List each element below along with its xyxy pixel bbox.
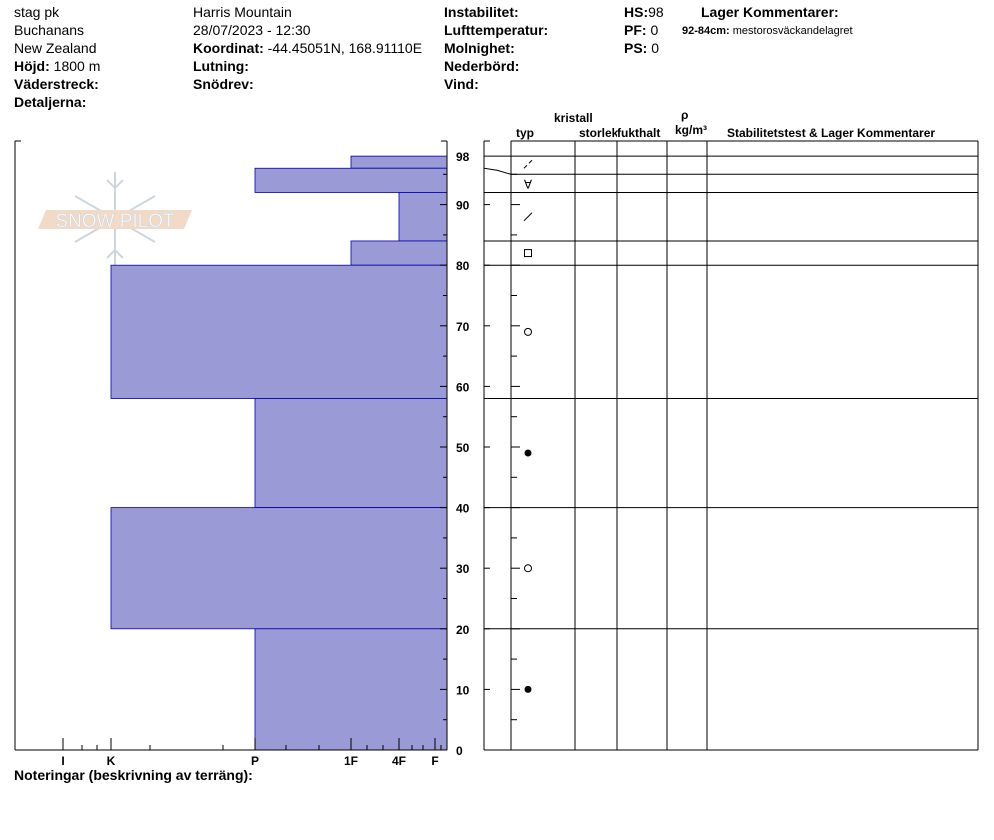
hardness-tick-label: F: [431, 754, 438, 768]
country: New Zealand: [14, 40, 97, 56]
header-size: storlek: [579, 126, 617, 140]
hardness-tick-label: I: [61, 754, 64, 768]
elevation: Höjd: 1800 m: [14, 57, 100, 75]
layer-comment-text: mestorosväckandelagret: [732, 25, 853, 37]
hardness-tick-label: 1F: [344, 754, 358, 768]
hardness-tick-label: 4F: [392, 754, 406, 768]
depth-tick-label: 20: [456, 623, 470, 637]
ps: PS: 0: [624, 39, 659, 57]
logo-text: SNOW PILOT: [55, 211, 175, 232]
sky-label: Molnighet:: [444, 40, 515, 56]
details-label: Detaljerna:: [14, 94, 87, 110]
hardness-tick-label: P: [251, 754, 259, 768]
header-stability: Stabilitetstest & Lager Kommentarer: [727, 126, 936, 140]
coordinates: Koordinat: -44.45051N, 168.91110E: [193, 39, 422, 57]
slope-label: Lutning:: [193, 58, 249, 74]
hs-label: HS:: [624, 4, 649, 20]
coord-label: Koordinat:: [193, 40, 264, 56]
hardness-bar: [398, 192, 448, 242]
area: Buchanans: [14, 22, 85, 38]
faceted-square-icon: [524, 249, 532, 258]
depth-tick-label: 0: [456, 744, 463, 758]
hardness-tick-label: K: [107, 754, 116, 768]
coord-value: -44.45051N, 168.91110E: [267, 40, 423, 56]
airtemp-label: Lufttemperatur:: [444, 22, 549, 38]
logo-band: [38, 210, 192, 229]
decomposing-fragments-icon: [523, 164, 528, 169]
pf: PF: 0: [624, 21, 658, 39]
pf-value: 0: [650, 22, 659, 38]
datetime: 28/07/2023 - 12:30: [193, 22, 311, 38]
pf-label: PF:: [624, 22, 647, 38]
rounded-circle-icon: [524, 327, 532, 336]
hardness-bar: [350, 240, 448, 266]
header-crystal: kristall: [554, 111, 593, 125]
layer-comment-range: 92-84cm:: [682, 25, 730, 37]
aspect-label: Väderstreck:: [14, 76, 99, 92]
ps-value: 0: [651, 40, 660, 56]
hs-value: 98: [648, 4, 664, 20]
depth-tick-label: 10: [456, 683, 470, 697]
depth-tick-label: 50: [456, 441, 470, 455]
instability-label: Instabilitet:: [444, 4, 519, 20]
melt-form-dot-icon: [524, 685, 532, 693]
hardness-bar: [254, 398, 448, 508]
depth-tick-label: 80: [456, 259, 470, 273]
hardness-bar: [350, 155, 448, 169]
depth-tick-label: 40: [456, 502, 470, 516]
location: stag pk: [14, 4, 60, 20]
hardness-bar: [110, 264, 448, 399]
layer-connector: [483, 167, 512, 175]
depth-tick-label: 30: [456, 562, 470, 576]
depth-tick-label: 90: [456, 199, 470, 213]
depth-tick-label: 70: [456, 320, 470, 334]
wind-label: Vind:: [444, 76, 479, 92]
header-density-unit: kg/m³: [675, 123, 708, 137]
hs: HS:98: [624, 3, 664, 21]
decomposing-fragments-icon: [528, 159, 533, 164]
header-rho: ρ: [681, 108, 689, 122]
depth-hoar-inverted-icon: ∀: [524, 177, 533, 191]
notes-label: Noteringar (beskrivning av terräng):: [14, 767, 253, 783]
precip-label: Nederbörd:: [444, 58, 520, 74]
layer-comment: 92-84cm: mestorosväckandelagret: [682, 22, 853, 40]
rounded-circle-icon: [524, 564, 532, 573]
drift-label: Snödrev:: [193, 76, 254, 92]
snowpilot-logo: SNOW PILOT: [38, 172, 192, 266]
decomposing-fragments-single-icon: [523, 212, 533, 222]
hardness-bar: [254, 628, 448, 751]
range: Harris Mountain: [193, 4, 292, 20]
depth-tick-label: 98: [456, 150, 470, 164]
layer-comments-title: Lager Kommentarer:: [701, 4, 839, 20]
header-moisture: fukthalt: [617, 126, 661, 140]
hardness-bar: [254, 167, 448, 193]
depth-tick-label: 60: [456, 380, 470, 394]
ps-label: PS:: [624, 40, 648, 56]
elevation-value: 1800 m: [53, 58, 101, 74]
header-type: typ: [516, 126, 534, 140]
hardness-bar: [110, 507, 448, 630]
melt-form-dot-icon: [524, 449, 532, 457]
elevation-label: Höjd:: [14, 58, 50, 74]
